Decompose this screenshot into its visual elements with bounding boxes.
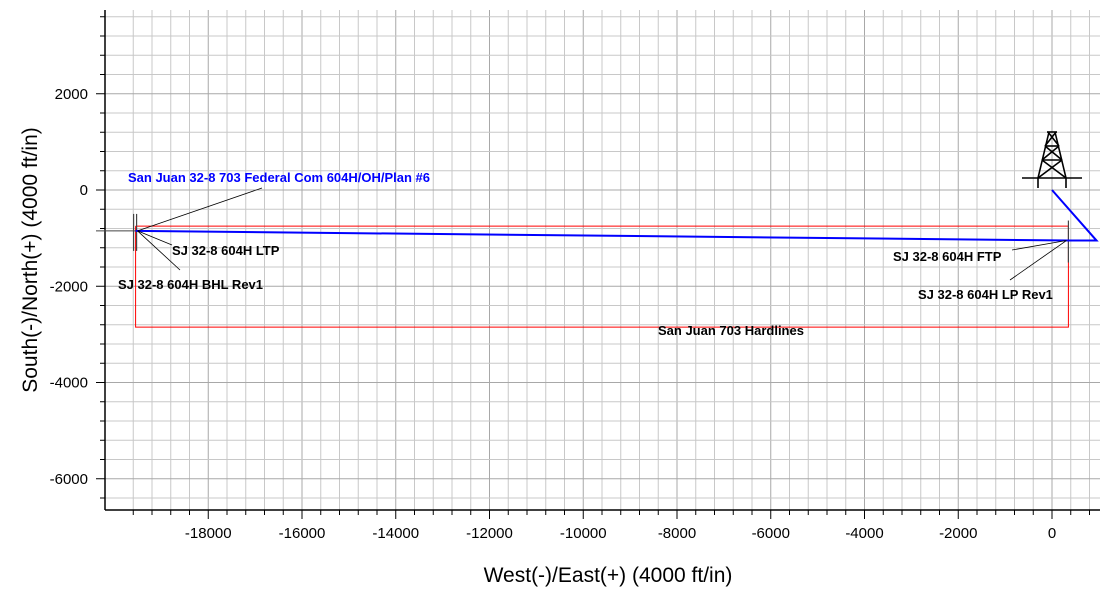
plan-label: San Juan 32-8 703 Federal Com 604H/OH/Pl… — [128, 170, 430, 185]
x-tick-label: -2000 — [939, 525, 977, 542]
y-axis-title: South(-)/North(+) (4000 ft/in) — [19, 127, 42, 393]
leader-lines — [137, 187, 1067, 281]
y-tick-label: 2000 — [55, 86, 88, 103]
hardlines-label: San Juan 703 Hardlines — [658, 323, 804, 338]
lp-label-leader — [1009, 240, 1067, 281]
x-axis-title: West(-)/East(+) (4000 ft/in) — [484, 564, 733, 587]
x-tick-label: -14000 — [372, 525, 419, 542]
x-tick-labels: -18000 -16000 -14000 -12000 -10000 -8000 -6000… — [185, 525, 1056, 542]
y-tick-labels: 2000 0 -2000 -4000 -6000 — [50, 86, 88, 488]
x-tick-label: -12000 — [466, 525, 513, 542]
x-tick-label: 0 — [1048, 525, 1056, 542]
x-tick-label: -8000 — [658, 525, 696, 542]
plan-line — [135, 189, 1099, 242]
bhl-label-leader — [137, 230, 181, 271]
target-label-bhl: SJ 32-8 604H BHL Rev1 — [118, 277, 263, 292]
ftp-label-leader — [1011, 240, 1067, 251]
target-markers — [96, 213, 1070, 263]
target-label-ltp: SJ 32-8 604H LTP — [172, 243, 280, 258]
target-label-ftp: SJ 32-8 604H FTP — [893, 249, 1002, 264]
x-tick-label: -4000 — [845, 525, 883, 542]
y-tick-label: 0 — [80, 182, 88, 199]
y-tick-label: -2000 — [50, 278, 88, 295]
x-tick-label: -16000 — [279, 525, 326, 542]
y-tick-label: -6000 — [50, 471, 88, 488]
hardlines-polygon — [135, 225, 1069, 328]
x-tick-label: -18000 — [185, 525, 232, 542]
y-tick-label: -4000 — [50, 375, 88, 392]
x-tick-label: -10000 — [560, 525, 607, 542]
x-tick-label: -6000 — [752, 525, 790, 542]
axes — [96, 10, 1100, 519]
plan-label-leader — [137, 187, 263, 232]
derrick-icon — [1022, 131, 1082, 188]
ltp-label-leader — [137, 230, 173, 246]
grid — [105, 10, 1100, 510]
target-label-lp: SJ 32-8 604H LP Rev1 — [918, 287, 1053, 302]
